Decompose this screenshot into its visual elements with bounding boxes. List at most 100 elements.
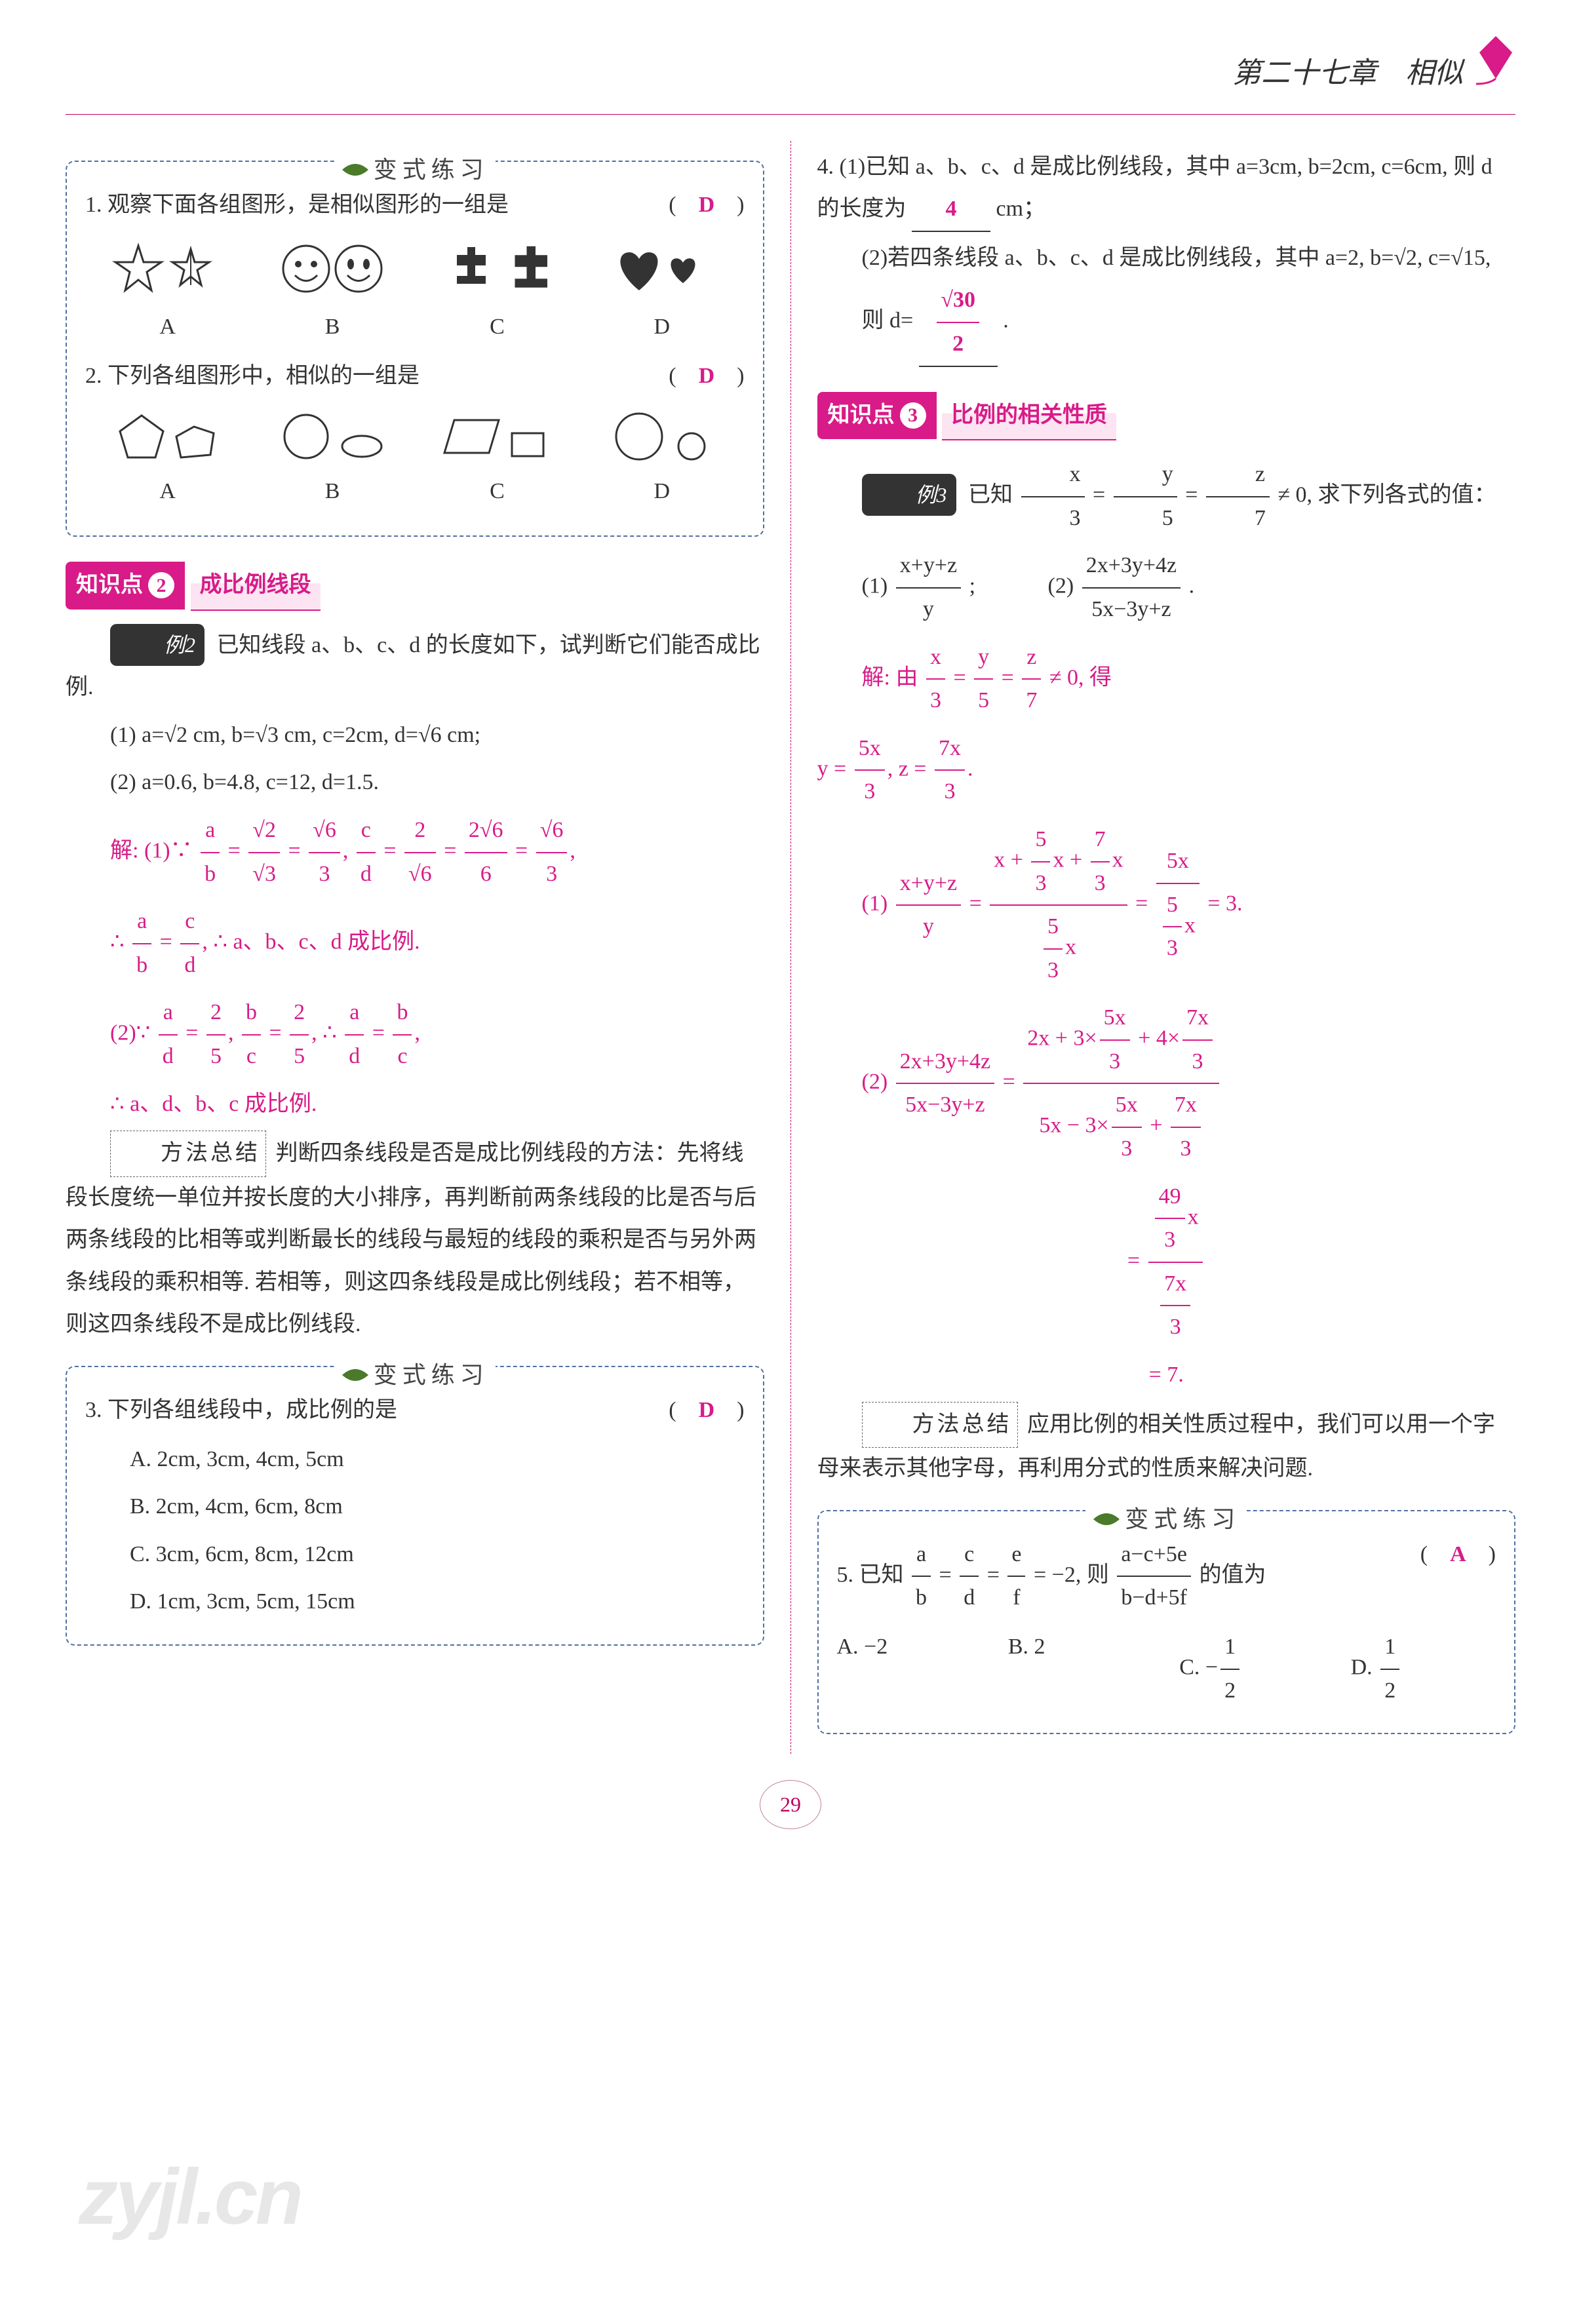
practice-title-text: 变式练习 — [1125, 1497, 1240, 1541]
q5-answer: A — [1450, 1542, 1466, 1566]
stars-icon — [112, 239, 224, 298]
ex2-sol2b: ∴ a、d、b、c 成比例. — [66, 1083, 764, 1126]
circle-ellipse-icon — [277, 410, 388, 463]
q2-choices: A B C — [85, 410, 745, 513]
q1-answer: D — [699, 193, 715, 217]
q1-text: 1. 观察下面各组图形，是相似图形的一组是 — [85, 193, 509, 217]
q1-answer-paren: ( D ) — [669, 184, 744, 227]
main-columns: 变式练习 1. 观察下面各组图形，是相似图形的一组是 ( D ) A — [66, 141, 1515, 1754]
ex3-sol-start: 解: 由 x3 = y5 = z7 ≠ 0, 得 — [817, 636, 1516, 722]
q5-options: A. −2 B. 2 C. −12 D. 12 — [837, 1626, 1496, 1712]
q5-answer-paren: ( A ) — [1420, 1534, 1496, 1576]
practice-title-2: 变式练习 — [334, 1353, 496, 1397]
page-header: 第二十七章 相似 — [66, 39, 1515, 115]
kpoint-num: 3 — [900, 402, 926, 429]
practice-box-3: 变式练习 5. 已知 ab = cd = ef = −2, 则 a−c+5eb−… — [817, 1510, 1516, 1734]
ex2-p2: (2) a=0.6, b=4.8, c=12, d=1.5. — [66, 762, 764, 804]
q2-choice-C: C — [441, 410, 553, 513]
pentagons-icon — [112, 410, 224, 463]
q2-choice-A: A — [112, 410, 224, 513]
q3-opt-D: D. 1cm, 3cm, 5cm, 15cm — [85, 1581, 745, 1623]
q2-text: 2. 下列各组图形中，相似的一组是 — [85, 364, 420, 388]
method-label: 方法总结 — [862, 1402, 1018, 1448]
example-3: 例3 已知 x3 = y5 = z7 ≠ 0, 求下列各式的值： — [817, 454, 1516, 539]
kite-icon — [1463, 33, 1515, 85]
example-badge: 例3 — [862, 474, 956, 516]
q5-opt-B: B. 2 — [1008, 1626, 1153, 1712]
left-column: 变式练习 1. 观察下面各组图形，是相似图形的一组是 ( D ) A — [66, 141, 764, 1754]
ex2-sol2a: (2)∵ ad = 25, bc = 25, ∴ ad = bc, — [66, 992, 764, 1077]
kpoint-badge-text: 知识点 — [76, 564, 143, 607]
kpoint-num: 2 — [148, 572, 174, 598]
page-number-value: 29 — [760, 1780, 821, 1829]
q3-answer: D — [699, 1398, 715, 1422]
ex2-p1: (1) a=√2 cm, b=√3 cm, c=2cm, d=√6 cm; — [66, 714, 764, 757]
q5-opt-D: D. 12 — [1351, 1626, 1496, 1712]
q2-label-C: C — [490, 471, 505, 513]
example-2: 例2 已知线段 a、b、c、d 的长度如下，试判断它们能否成比例. — [66, 624, 764, 709]
q3-opt-B: B. 2cm, 4cm, 6cm, 8cm — [85, 1486, 745, 1528]
ex3-sol2c: = 7. — [817, 1354, 1516, 1397]
practice-title-text: 变式练习 — [374, 1353, 489, 1397]
right-column: 4. (1)已知 a、b、c、d 是成比例线段，其中 a=3cm, b=2cm,… — [817, 141, 1516, 1754]
choice-label-C: C — [490, 306, 505, 349]
q1-choices: A B — [85, 239, 745, 349]
column-divider — [790, 141, 791, 1754]
kpoint-badge: 知识点 2 — [66, 562, 185, 610]
leaf-icon — [341, 1366, 370, 1384]
q2-label-D: D — [654, 471, 671, 513]
choice-D: D — [606, 239, 718, 349]
q3-text: 3. 下列各组线段中，成比例的是 — [85, 1398, 397, 1422]
crosses-icon — [441, 239, 553, 298]
practice-title-text: 变式练习 — [374, 147, 489, 192]
watermark: zyjl.cn — [79, 2122, 301, 2272]
choice-label-A: A — [159, 306, 176, 349]
chapter-title: 第二十七章 相似 — [1232, 57, 1463, 89]
kpoint-title: 成比例线段 — [191, 562, 321, 611]
choice-A: A — [112, 239, 224, 349]
knowledge-point-3: 知识点 3 比例的相关性质 — [817, 392, 1516, 441]
q3-opt-C: C. 3cm, 6cm, 8cm, 12cm — [85, 1534, 745, 1576]
choice-C: C — [441, 239, 553, 349]
q2-label-A: A — [159, 471, 176, 513]
knowledge-point-2: 知识点 2 成比例线段 — [66, 562, 764, 611]
q2-choice-B: B — [277, 410, 388, 513]
leaf-icon — [341, 161, 370, 179]
example-badge: 例2 — [110, 624, 205, 667]
two-circles-icon — [606, 410, 718, 463]
question-4-1: 4. (1)已知 a、b、c、d 是成比例线段，其中 a=3cm, b=2cm,… — [817, 146, 1516, 232]
q5-opt-A: A. −2 — [837, 1626, 982, 1712]
kpoint-title: 比例的相关性质 — [942, 392, 1116, 441]
practice-box-1: 变式练习 1. 观察下面各组图形，是相似图形的一组是 ( D ) A — [66, 161, 764, 537]
question-2: 2. 下列各组图形中，相似的一组是 ( D ) — [85, 355, 745, 398]
choice-label-B: B — [325, 306, 340, 349]
ex2-sol1b: ∴ ab = cd, ∴ a、b、c、d 成比例. — [66, 901, 764, 986]
q2-label-B: B — [325, 471, 340, 513]
practice-title: 变式练习 — [334, 147, 496, 192]
q4-blank-2: √302 — [919, 279, 998, 366]
q2-answer-paren: ( D ) — [669, 355, 744, 398]
faces-icon — [277, 239, 388, 298]
q4-blank-1: 4 — [912, 188, 990, 232]
ex3-sol2b: = 493x 7x3 — [817, 1176, 1516, 1349]
q2-answer: D — [699, 364, 715, 388]
leaf-icon — [1092, 1510, 1121, 1528]
q3-answer-paren: ( D ) — [669, 1389, 744, 1432]
method-summary-left: 方法总结 判断四条线段是否是成比例线段的方法：先将线段长度统一单位并按长度的大小… — [66, 1131, 764, 1346]
choice-B: B — [277, 239, 388, 349]
method-label: 方法总结 — [110, 1131, 266, 1177]
practice-box-2: 变式练习 3. 下列各组线段中，成比例的是 ( D ) A. 2cm, 3cm,… — [66, 1366, 764, 1646]
ex3-sol1: (1) x+y+zy = x + 53x + 73x53x = 5x53x = … — [817, 819, 1516, 992]
hearts-icon — [606, 239, 718, 298]
ex3-sol-y: y = 5x3, z = 7x3. — [817, 727, 1516, 813]
ex3-p1: (1) x+y+zy ; (2) 2x+3y+4z5x−3y+z . — [817, 545, 1516, 630]
kpoint-badge-text: 知识点 — [828, 395, 895, 437]
page-number: 29 — [66, 1780, 1515, 1829]
practice-title-3: 变式练习 — [1085, 1497, 1247, 1541]
question-4-2: (2)若四条线段 a、b、c、d 是成比例线段，其中 a=2, b=√2, c=… — [817, 237, 1516, 367]
ex2-sol1a: 解: (1)∵ ab = √2√3 = √63, cd = 2√6 = 2√66… — [66, 809, 764, 895]
q2-choice-D: D — [606, 410, 718, 513]
q5-opt-C: C. −12 — [1179, 1626, 1324, 1712]
question-5: 5. 已知 ab = cd = ef = −2, 则 a−c+5eb−d+5f … — [837, 1534, 1496, 1619]
parallelograms-icon — [441, 410, 553, 463]
